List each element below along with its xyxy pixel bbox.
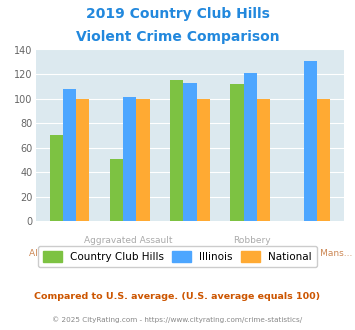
Bar (183, 82, 197, 221)
Bar (123, 97, 136, 221)
Text: Murder & Mans...: Murder & Mans... (275, 249, 352, 258)
Text: Rape: Rape (179, 249, 201, 258)
Text: Robbery: Robbery (233, 236, 271, 245)
Bar (50, 135, 63, 221)
Bar (170, 80, 183, 221)
Text: All Violent Crime: All Violent Crime (28, 249, 104, 258)
Bar (76, 99, 89, 221)
Bar (317, 99, 330, 221)
Bar (304, 60, 317, 221)
Bar (63, 89, 76, 221)
Text: Violent Crime Comparison: Violent Crime Comparison (76, 30, 279, 44)
Bar (110, 159, 123, 221)
Bar (197, 99, 210, 221)
Bar (244, 73, 257, 221)
Text: Aggravated Assault: Aggravated Assault (84, 236, 173, 245)
Text: © 2025 CityRating.com - https://www.cityrating.com/crime-statistics/: © 2025 CityRating.com - https://www.city… (53, 317, 302, 323)
Bar (136, 99, 149, 221)
Bar (257, 99, 270, 221)
Text: Compared to U.S. average. (U.S. average equals 100): Compared to U.S. average. (U.S. average … (34, 292, 321, 301)
Text: 2019 Country Club Hills: 2019 Country Club Hills (86, 7, 269, 20)
Bar (230, 84, 244, 221)
Legend: Country Club Hills, Illinois, National: Country Club Hills, Illinois, National (38, 246, 317, 267)
